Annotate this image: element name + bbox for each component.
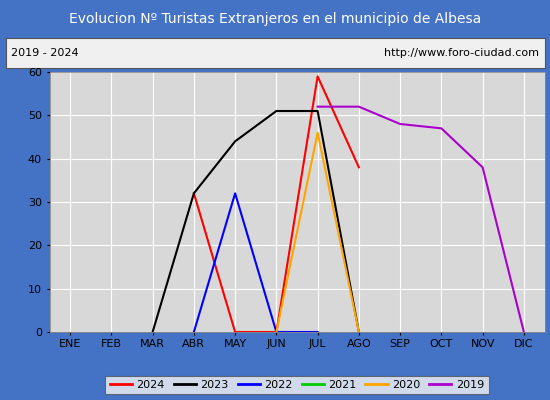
Text: Evolucion Nº Turistas Extranjeros en el municipio de Albesa: Evolucion Nº Turistas Extranjeros en el … — [69, 12, 481, 26]
Legend: 2024, 2023, 2022, 2021, 2020, 2019: 2024, 2023, 2022, 2021, 2020, 2019 — [106, 376, 488, 394]
Text: 2019 - 2024: 2019 - 2024 — [11, 48, 79, 58]
Text: http://www.foro-ciudad.com: http://www.foro-ciudad.com — [384, 48, 539, 58]
